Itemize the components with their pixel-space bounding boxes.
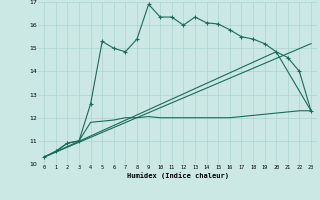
X-axis label: Humidex (Indice chaleur): Humidex (Indice chaleur) — [127, 172, 228, 179]
